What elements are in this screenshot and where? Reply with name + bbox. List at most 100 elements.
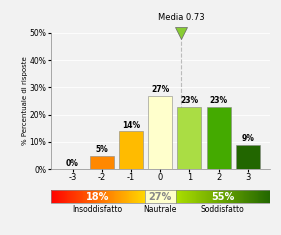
Bar: [137, 190, 138, 203]
Bar: [239, 190, 240, 203]
Bar: [116, 190, 117, 203]
Bar: [61, 190, 62, 203]
Bar: [236, 145, 260, 169]
Bar: [79, 190, 80, 203]
Bar: [64, 190, 65, 203]
Text: Media 0.73: Media 0.73: [158, 13, 205, 22]
Bar: [132, 190, 133, 203]
Bar: [109, 190, 110, 203]
Bar: [264, 190, 265, 203]
Bar: [95, 190, 96, 203]
Bar: [246, 190, 247, 203]
Bar: [268, 190, 269, 203]
Bar: [195, 190, 196, 203]
Bar: [54, 190, 55, 203]
Bar: [199, 190, 200, 203]
Bar: [143, 190, 144, 203]
Bar: [179, 190, 180, 203]
Text: 55%: 55%: [211, 192, 234, 202]
Bar: [200, 190, 201, 203]
Bar: [115, 190, 116, 203]
Bar: [126, 190, 127, 203]
Bar: [254, 190, 255, 203]
Bar: [148, 96, 172, 169]
Bar: [69, 190, 70, 203]
Bar: [212, 190, 213, 203]
Bar: [182, 190, 183, 203]
Bar: [232, 190, 233, 203]
Bar: [184, 190, 185, 203]
Bar: [260, 190, 261, 203]
Bar: [124, 190, 125, 203]
Text: 18%: 18%: [86, 192, 109, 202]
Bar: [83, 190, 84, 203]
Bar: [245, 190, 246, 203]
Bar: [207, 190, 208, 203]
Bar: [81, 190, 83, 203]
Bar: [220, 190, 221, 203]
Bar: [88, 190, 89, 203]
Bar: [70, 190, 71, 203]
Bar: [86, 190, 87, 203]
Bar: [209, 190, 210, 203]
Bar: [180, 190, 182, 203]
Bar: [242, 190, 243, 203]
Bar: [84, 190, 85, 203]
Bar: [193, 190, 194, 203]
Bar: [177, 190, 178, 203]
Bar: [240, 190, 241, 203]
Y-axis label: % Percentuale di risposte: % Percentuale di risposte: [22, 57, 28, 145]
Bar: [56, 190, 57, 203]
Text: 27%: 27%: [149, 192, 172, 202]
Bar: [194, 190, 195, 203]
Bar: [243, 190, 244, 203]
Bar: [206, 190, 207, 203]
Bar: [213, 190, 214, 203]
Bar: [119, 190, 120, 203]
Text: Nautrale: Nautrale: [144, 205, 177, 214]
Bar: [204, 190, 205, 203]
Bar: [112, 190, 113, 203]
Bar: [208, 190, 209, 203]
Bar: [98, 190, 99, 203]
Bar: [144, 190, 176, 203]
Bar: [97, 190, 98, 203]
Bar: [91, 190, 92, 203]
Bar: [77, 190, 78, 203]
Bar: [108, 190, 109, 203]
Bar: [234, 190, 235, 203]
Bar: [236, 190, 237, 203]
Bar: [141, 190, 142, 203]
Bar: [80, 190, 81, 203]
Bar: [222, 190, 223, 203]
Text: 23%: 23%: [180, 96, 198, 105]
Bar: [118, 190, 119, 203]
Bar: [107, 190, 108, 203]
Bar: [244, 190, 245, 203]
Bar: [255, 190, 256, 203]
Bar: [105, 190, 106, 203]
Bar: [215, 190, 216, 203]
Bar: [210, 190, 212, 203]
Bar: [87, 190, 88, 203]
Bar: [266, 190, 267, 203]
Bar: [265, 190, 266, 203]
Bar: [74, 190, 75, 203]
Bar: [250, 190, 251, 203]
Text: Insoddisfatto: Insoddisfatto: [72, 205, 123, 214]
Bar: [142, 190, 143, 203]
Bar: [202, 190, 203, 203]
Bar: [192, 190, 193, 203]
Text: 0%: 0%: [66, 159, 79, 168]
Bar: [214, 190, 215, 203]
Bar: [257, 190, 258, 203]
Text: Soddisfatto: Soddisfatto: [201, 205, 245, 214]
Bar: [53, 190, 54, 203]
Bar: [177, 106, 201, 169]
Bar: [101, 190, 102, 203]
Bar: [233, 190, 234, 203]
Bar: [216, 190, 217, 203]
Bar: [198, 190, 199, 203]
Bar: [57, 190, 58, 203]
Bar: [229, 190, 230, 203]
